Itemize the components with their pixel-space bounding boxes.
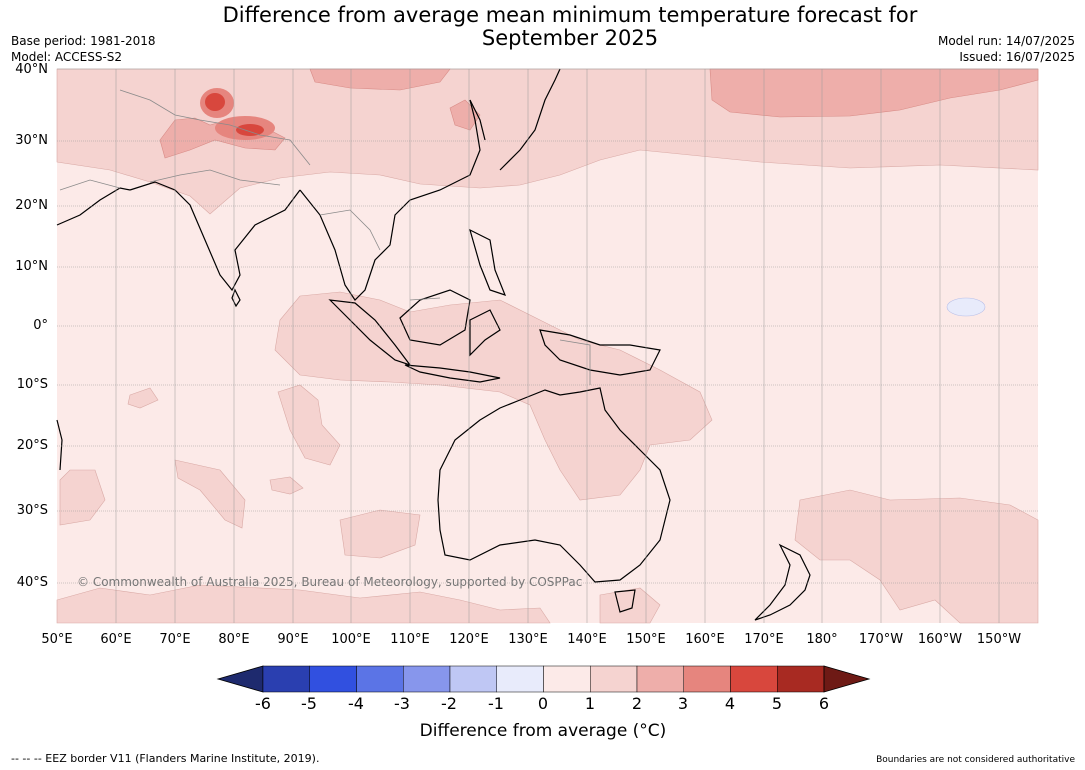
eez-border-note: -- -- -- EEZ border V11 (Flanders Marine… [11, 752, 320, 765]
lat-label-20n: 20°N [15, 198, 48, 213]
colorbar-tick: 6 [818, 694, 830, 713]
australia-coast [437, 387, 671, 583]
anomaly-mid-south [339, 509, 421, 559]
newguinea-coast [539, 329, 661, 376]
lat-label-10n: 10°N [15, 259, 48, 274]
lon-label-160w: 160°W [917, 632, 963, 647]
colorbar-swatch [730, 665, 778, 693]
model-name: Model: ACCESS-S2 [11, 50, 123, 64]
issued-date: Issued: 16/07/2025 [959, 50, 1075, 64]
lat-label-10s: 10°S [16, 377, 48, 392]
lat-label-30n: 30°N [15, 133, 48, 148]
colorbar-tick: 1 [584, 694, 596, 713]
lon-label-170e: 170°E [744, 632, 784, 647]
java-coast [404, 364, 501, 383]
lon-label-130e: 130°E [508, 632, 548, 647]
philippines-coast [469, 228, 507, 296]
indochina-coast [299, 99, 481, 301]
colorbar-extend-high [823, 665, 871, 693]
india-coast [129, 181, 301, 292]
colorbar-extend-low [216, 665, 264, 693]
colorbar-swatch [403, 665, 451, 693]
lon-label-50e: 50°E [41, 632, 73, 647]
lon-label-140e: 140°E [567, 632, 607, 647]
arabia-coast [56, 187, 131, 226]
anomaly-tasman [599, 587, 661, 624]
anomaly-indian-c [127, 387, 159, 409]
colorbar-tick: -5 [301, 694, 317, 713]
lon-label-110e: 110°E [390, 632, 430, 647]
map-title: Difference from average mean minimum tem… [150, 4, 990, 50]
colorbar-tick: 4 [724, 694, 736, 713]
korea-coast [469, 99, 486, 141]
lon-label-180: 180° [806, 632, 838, 647]
colorbar-swatch [496, 665, 544, 693]
borneo-coast [399, 289, 471, 346]
grid-lines [57, 68, 1038, 623]
base-period: Base period: 1981-2018 [11, 34, 156, 48]
srilanka-coast [231, 288, 241, 308]
anomaly-maritime [274, 291, 713, 501]
colorbar-tick: -1 [488, 694, 504, 713]
meta-left: Base period: 1981-2018 Model: ACCESS-S2 [11, 33, 156, 65]
colorbar-swatch [356, 665, 404, 693]
anomaly-north-pacific [709, 68, 1039, 118]
title-line-2: September 2025 [481, 26, 659, 50]
boundaries-disclaimer: Boundaries are not considered authoritat… [876, 755, 1075, 765]
colorbar-swatch [262, 665, 310, 693]
lon-label-150w: 150°W [976, 632, 1022, 647]
lon-label-60e: 60°E [100, 632, 132, 647]
newzealand-coast [754, 543, 811, 621]
colorbar-tick: -3 [394, 694, 410, 713]
colorbar-swatch [636, 665, 684, 693]
lon-label-160e: 160°E [685, 632, 725, 647]
anomaly-negative-patch [946, 297, 986, 317]
lon-label-70e: 70°E [159, 632, 191, 647]
lat-label-40n: 40°N [15, 62, 48, 77]
model-run: Model run: 14/07/2025 [937, 34, 1075, 48]
colorbar-swatch [683, 665, 731, 693]
colorbar-tick: 0 [537, 694, 549, 713]
colorbar-swatch [777, 665, 825, 693]
lon-label-90e: 90°E [277, 632, 309, 647]
japan-coast [499, 68, 561, 171]
colorbar-tick: 2 [631, 694, 643, 713]
anomaly-hotspot [200, 88, 275, 140]
coastlines [56, 68, 811, 621]
meta-right: Model run: 14/07/2025 Issued: 16/07/2025 [938, 33, 1075, 65]
sulawesi-coast [469, 309, 501, 357]
colorbar-swatch [449, 665, 497, 693]
lat-label-30s: 30°S [16, 503, 48, 518]
anomaly-south-pacific [794, 489, 1039, 624]
lat-label-40s: 40°S [16, 575, 48, 590]
anomaly-indian-a [277, 384, 341, 466]
title-line-1: Difference from average mean minimum tem… [222, 3, 918, 27]
country-borders [59, 89, 591, 385]
colorbar-tick: 5 [771, 694, 783, 713]
lon-label-170w: 170°W [858, 632, 904, 647]
lon-label-120e: 120°E [449, 632, 489, 647]
colorbar-title: Difference from average (°C) [419, 721, 667, 741]
colorbar-tick: 3 [677, 694, 689, 713]
lat-label-20s: 20°S [16, 438, 48, 453]
colorbar-swatch [309, 665, 357, 693]
africa-coast [56, 419, 63, 471]
colorbar-swatch [543, 665, 591, 693]
anomaly-southern-ocean [56, 584, 551, 624]
lat-label-0: 0° [33, 318, 48, 333]
lon-label-100e: 100°E [331, 632, 371, 647]
colorbar-tick: -2 [441, 694, 457, 713]
colorbar-tick: -6 [255, 694, 271, 713]
colorbar-tick: -4 [348, 694, 364, 713]
anomaly-indian-b [269, 476, 304, 495]
lon-label-150e: 150°E [626, 632, 666, 647]
colorbar [216, 665, 871, 693]
lon-label-80e: 80°E [218, 632, 250, 647]
tasmania-coast [614, 589, 636, 613]
colorbar-swatch [590, 665, 638, 693]
copyright-notice: © Commonwealth of Australia 2025, Bureau… [77, 575, 583, 589]
